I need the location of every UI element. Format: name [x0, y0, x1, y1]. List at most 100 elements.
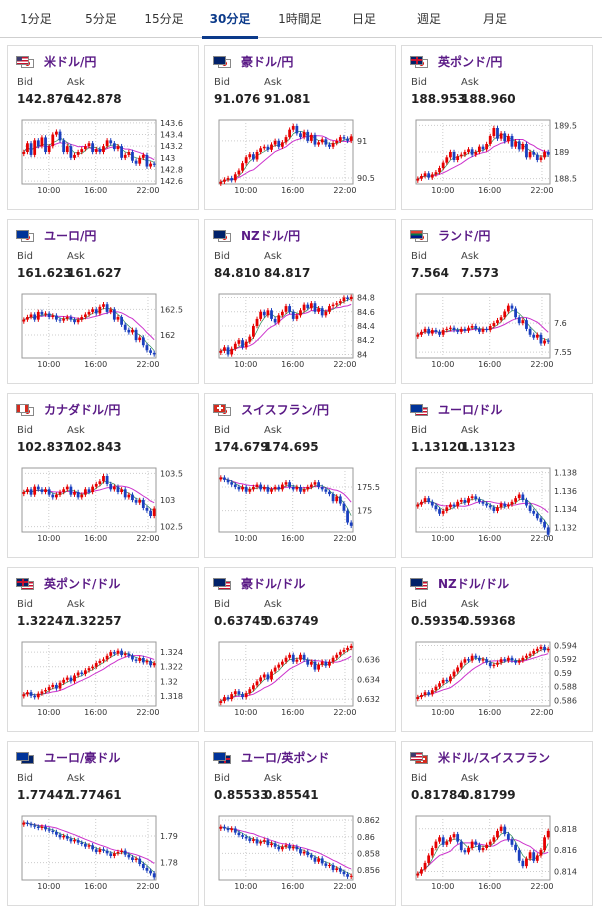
y-tick-label: 0.856 — [357, 866, 380, 875]
candle-body — [467, 149, 470, 152]
candle-body — [284, 845, 288, 847]
candle-body — [120, 489, 123, 492]
candle-body — [131, 152, 134, 161]
candle-body — [338, 868, 342, 872]
candle-body — [449, 152, 452, 158]
candle-body — [346, 138, 349, 141]
pair-title-link[interactable]: ユーロ/円 — [16, 226, 96, 244]
tab-1[interactable]: 1分足 — [20, 12, 52, 26]
pair-title-link[interactable]: NZドル/円 — [213, 226, 300, 244]
currency-card[interactable]: NZドル/ドル Bid Ask 0.59354 0.59368 0.594 0.592 0.5… — [401, 567, 593, 732]
candle-body — [280, 661, 284, 665]
candle-body — [29, 489, 33, 495]
candlestick-chart[interactable]: 7.6 7.55 10:00 16:00 22:00 — [402, 282, 592, 383]
candle-body — [427, 855, 431, 863]
tab-2[interactable]: 5分足 — [85, 12, 117, 26]
pair-title-link[interactable]: ユーロ/豪ドル — [16, 748, 120, 766]
candlestick-chart[interactable]: 175.5 175 10:00 16:00 22:00 — [205, 456, 395, 557]
candlestick-chart[interactable]: 0.636 0.634 0.632 10:00 16:00 22:00 — [205, 630, 395, 731]
pair-title-link[interactable]: スイスフラン/円 — [213, 400, 329, 418]
candle-body — [98, 306, 102, 314]
currency-card[interactable]: 英ポンド/ドル Bid Ask 1.32247 1.32257 1.324 1.322 1.3… — [7, 567, 199, 732]
currency-card[interactable]: ユーロ/円 Bid Ask 161.623 161.627 162.5 162 10:00 16… — [7, 219, 199, 384]
candlestick-chart[interactable]: 0.594 0.592 0.59 0.588 0.586 10:00 16:00 22:00 — [402, 630, 592, 731]
candlestick-chart[interactable]: 103.5 103 102.5 10:00 16:00 22:00 — [8, 456, 198, 557]
candle-body — [237, 340, 241, 344]
candle-body — [474, 655, 478, 658]
tab-5[interactable]: 1時間足 — [278, 12, 322, 26]
currency-card[interactable]: 英ポンド/円 Bid Ask 188.953 188.960 189.5 189 188.5 1… — [401, 45, 593, 210]
candlestick-chart[interactable]: 1.138 1.136 1.134 1.132 10:00 16:00 22:00 — [402, 456, 592, 557]
candlestick-chart[interactable]: 0.862 0.86 0.858 0.856 10:00 16:00 22:00 — [205, 804, 395, 905]
bid-label: Bid — [17, 77, 33, 88]
candlestick-chart[interactable]: 143.6 143.4 143.2 143 142.8 142.6 10:00 16:00 22… — [8, 108, 198, 209]
candle-body — [474, 496, 478, 500]
candle-body — [335, 868, 339, 871]
candlestick-chart[interactable]: 0.818 0.816 0.814 10:00 16:00 22:00 — [402, 804, 592, 905]
y-tick-label: 7.6 — [554, 319, 567, 328]
timeframe-tabs: 1分足 5分足 15分足 30分足 1時間足 日足 週足 月足 — [0, 0, 602, 39]
pair-title-link[interactable]: 英ポンド/ドル — [16, 574, 120, 592]
tab-6[interactable]: 日足 — [351, 12, 376, 26]
tab-3[interactable]: 15分足 — [144, 12, 184, 26]
candle-body — [273, 486, 277, 490]
candle-body — [441, 837, 445, 845]
candlestick-chart[interactable]: 162.5 162 10:00 16:00 22:00 — [8, 282, 198, 383]
candle-body — [51, 494, 55, 498]
candle-body — [514, 141, 517, 147]
moving-average-line — [220, 477, 352, 503]
candle-body — [546, 830, 550, 838]
bid-label: Bid — [411, 251, 427, 262]
candle-body — [445, 679, 449, 682]
candle-body — [112, 309, 116, 320]
pair-title-link[interactable]: 米ドル/円 — [16, 52, 96, 70]
candlestick-chart[interactable]: 189.5 189 188.5 10:00 16:00 22:00 — [402, 108, 592, 209]
candle-body — [528, 852, 532, 859]
pair-title-link[interactable]: NZドル/ドル — [410, 574, 509, 592]
currency-card[interactable]: ユーロ/英ポンド Bid Ask 0.85533 0.85541 0.862 0.86 0.8… — [204, 741, 396, 906]
candle-body — [456, 834, 460, 842]
pair-title-link[interactable]: 豪ドル/円 — [213, 52, 293, 70]
tab-4[interactable]: 30分足 — [198, 0, 262, 39]
y-tick-label: 91 — [357, 137, 367, 146]
pair-title-link[interactable]: 豪ドル/ドル — [213, 574, 305, 592]
currency-card[interactable]: NZドル/円 Bid Ask 84.810 84.817 84.8 84.6 84.4 84.2… — [204, 219, 396, 384]
ask-value: 1.13123 — [461, 440, 516, 454]
tab-7[interactable]: 週足 — [416, 12, 441, 26]
candle-body — [116, 650, 120, 654]
currency-card[interactable]: ユーロ/ドル Bid Ask 1.13120 1.13123 1.138 1.136 1.13… — [401, 393, 593, 558]
candle-body — [528, 653, 532, 656]
x-tick-label: 10:00 — [234, 360, 257, 369]
pair-title-link[interactable]: ユーロ/ドル — [410, 400, 502, 418]
candle-body — [302, 131, 306, 138]
candlestick-chart[interactable]: 1.324 1.322 1.32 1.318 10:00 16:00 22:00 — [8, 630, 198, 731]
candlestick-chart[interactable]: 84.8 84.6 84.4 84.2 84 10:00 16:00 22:00 — [205, 282, 395, 383]
candle-body — [149, 660, 152, 666]
candle-body — [295, 486, 299, 490]
currency-card[interactable]: カナダドル/円 Bid Ask 102.837 102.843 103.5 103 102.5… — [7, 393, 199, 558]
currency-card[interactable]: 米ドル/スイスフラン Bid Ask 0.81784 0.81799 0.818 0.816… — [401, 741, 593, 906]
currency-card[interactable]: 豪ドル/円 Bid Ask 91.076 91.081 91 90.5 10:00 16:00 2… — [204, 45, 396, 210]
pair-title-link[interactable]: 英ポンド/円 — [410, 52, 502, 70]
currency-card[interactable]: 豪ドル/ドル Bid Ask 0.63745 0.63749 0.636 0.634 0.63… — [204, 567, 396, 732]
currency-card[interactable]: ユーロ/豪ドル Bid Ask 1.77447 1.77461 1.79 1.78 10:00… — [7, 741, 199, 906]
candle-body — [521, 657, 525, 661]
tab-8[interactable]: 月足 — [482, 12, 507, 26]
candle-body — [514, 660, 517, 663]
candle-body — [492, 323, 496, 326]
candle-body — [510, 136, 514, 147]
candle-body — [488, 841, 492, 845]
y-tick-label: 143.2 — [160, 142, 183, 151]
x-tick-label: 22:00 — [530, 882, 553, 891]
currency-card[interactable]: スイスフラン/円 Bid Ask 174.679 174.695 175.5 175 10:0… — [204, 393, 396, 558]
pair-title-link[interactable]: ランド/円 — [410, 226, 490, 244]
currency-card[interactable]: ランド/円 Bid Ask 7.564 7.573 7.6 7.55 10:00 16:00 22… — [401, 219, 593, 384]
pair-title-link[interactable]: 米ドル/スイスフラン — [410, 748, 550, 766]
y-tick-label: 102.5 — [160, 523, 183, 532]
pair-title-link[interactable]: カナダドル/円 — [16, 400, 120, 418]
currency-card[interactable]: 米ドル/円 Bid Ask 142.876 142.878 143.6 143.4 143.2… — [7, 45, 199, 210]
candlestick-chart[interactable]: 1.79 1.78 10:00 16:00 22:00 — [8, 804, 198, 905]
pair-name: ユーロ/円 — [44, 228, 97, 243]
pair-title-link[interactable]: ユーロ/英ポンド — [213, 748, 329, 766]
candlestick-chart[interactable]: 91 90.5 10:00 16:00 22:00 — [205, 108, 395, 209]
